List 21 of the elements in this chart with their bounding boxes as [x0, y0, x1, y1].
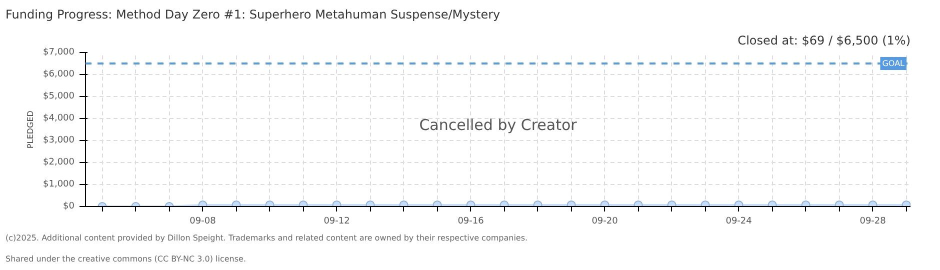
text: Shared under the creative commons (CC BY-NC 3.0) license. [6, 254, 246, 264]
y-tick-label: $5,000 [43, 92, 75, 102]
y-tick-label: $0 [63, 202, 75, 212]
y-tick-label: $4,000 [43, 114, 75, 124]
text: (c)2025. Additional content provided by Dillon Speight. Trademarks and related content are owned by their respective companies. [6, 234, 528, 242]
y-tick-label: $7,000 [43, 48, 75, 58]
y-tick-label: $1,000 [43, 180, 75, 190]
annotation: Cancelled by Creator [419, 116, 578, 134]
x-tick-label: 09-16 [458, 216, 484, 226]
x-tick-label: 09-20 [592, 216, 618, 226]
x-tick-label: 09-08 [190, 216, 216, 226]
x-tick-label: 09-24 [726, 216, 752, 226]
y-tick-label: $2,000 [43, 158, 75, 168]
y-axis-title: PLEDGED [26, 110, 36, 148]
ref-line-label: GOAL [882, 59, 906, 68]
chart-title: Funding Progress: Method Day Zero #1: Superhero Metahuman Suspense/Mystery [6, 8, 500, 22]
x-tick-label: 09-12 [324, 216, 350, 226]
y-tick-label: $3,000 [43, 136, 75, 146]
x-tick-label: 09-28 [860, 216, 886, 226]
y-tick-label: $6,000 [43, 70, 75, 80]
chart-subtitle: Closed at: $69 / $6,500 (1%) [738, 34, 911, 48]
